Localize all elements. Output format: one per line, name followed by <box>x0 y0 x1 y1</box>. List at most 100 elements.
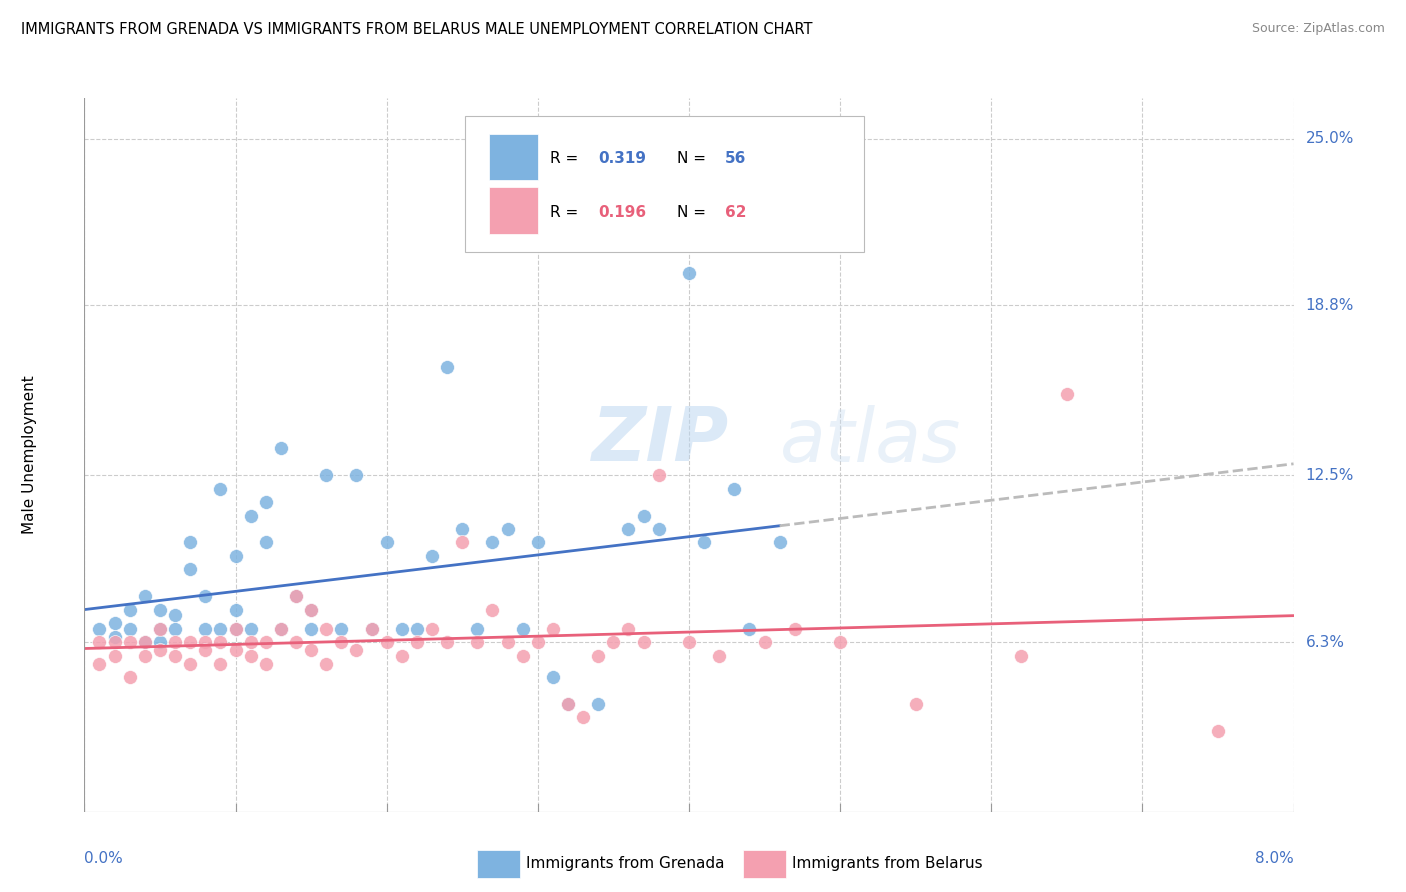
Point <box>541 622 564 636</box>
Bar <box>489 134 538 180</box>
Point <box>375 535 398 549</box>
Point <box>512 648 534 663</box>
Point <box>315 622 337 636</box>
Point <box>572 710 595 724</box>
Point <box>239 508 262 523</box>
Point <box>165 648 187 663</box>
Point <box>1056 387 1078 401</box>
Point <box>254 495 277 509</box>
Point <box>783 622 806 636</box>
Point <box>1011 648 1033 663</box>
Point <box>830 635 852 649</box>
Point <box>678 266 700 280</box>
Point <box>375 635 398 649</box>
Point <box>225 603 247 617</box>
Point <box>678 635 700 649</box>
Point <box>451 522 474 536</box>
Text: Source: ZipAtlas.com: Source: ZipAtlas.com <box>1251 22 1385 36</box>
Point <box>254 657 277 671</box>
Point <box>165 608 187 623</box>
Point <box>723 482 745 496</box>
Point <box>149 622 172 636</box>
Text: N =: N = <box>676 152 710 166</box>
Point <box>330 622 353 636</box>
Point <box>89 635 111 649</box>
Point <box>481 603 503 617</box>
Point <box>284 635 308 649</box>
Point <box>496 635 519 649</box>
Point <box>738 622 761 636</box>
Point <box>481 535 503 549</box>
Point <box>617 622 640 636</box>
Point <box>179 635 201 649</box>
Point <box>1206 723 1229 738</box>
Point <box>194 635 217 649</box>
Point <box>299 603 322 617</box>
Text: 0.319: 0.319 <box>599 152 647 166</box>
Point <box>179 657 201 671</box>
Text: Immigrants from Grenada: Immigrants from Grenada <box>526 856 724 871</box>
Point <box>149 622 172 636</box>
Point <box>179 562 201 576</box>
Point <box>527 635 550 649</box>
Text: 0.196: 0.196 <box>599 205 647 219</box>
Point <box>633 635 655 649</box>
Point <box>647 522 671 536</box>
Point <box>588 648 610 663</box>
Point <box>239 622 262 636</box>
Point <box>270 622 292 636</box>
Text: Immigrants from Belarus: Immigrants from Belarus <box>792 856 983 871</box>
Point <box>588 697 610 711</box>
Point <box>104 648 127 663</box>
Point <box>420 622 443 636</box>
Text: 0.0%: 0.0% <box>84 851 124 866</box>
Point <box>225 622 247 636</box>
Point <box>360 622 382 636</box>
Point <box>709 648 731 663</box>
Point <box>179 535 201 549</box>
Point <box>89 622 111 636</box>
Point <box>451 535 474 549</box>
Point <box>617 522 640 536</box>
Point <box>904 697 927 711</box>
Point <box>436 360 458 375</box>
Point <box>299 643 322 657</box>
Point <box>118 635 141 649</box>
Text: Male Unemployment: Male Unemployment <box>22 376 38 534</box>
Point <box>149 635 172 649</box>
Text: atlas: atlas <box>779 405 962 476</box>
Point <box>315 468 337 483</box>
Point <box>406 635 429 649</box>
Point <box>254 635 277 649</box>
Point <box>346 643 368 657</box>
Point <box>225 643 247 657</box>
Point <box>209 622 232 636</box>
Point <box>754 635 776 649</box>
Point <box>209 482 232 496</box>
Text: 12.5%: 12.5% <box>1306 467 1354 483</box>
Point <box>194 622 217 636</box>
Text: 56: 56 <box>725 152 747 166</box>
Text: N =: N = <box>676 205 710 219</box>
Point <box>693 535 716 549</box>
Text: IMMIGRANTS FROM GRENADA VS IMMIGRANTS FROM BELARUS MALE UNEMPLOYMENT CORRELATION: IMMIGRANTS FROM GRENADA VS IMMIGRANTS FR… <box>21 22 813 37</box>
Point <box>602 635 624 649</box>
Point <box>194 643 217 657</box>
Point <box>270 622 292 636</box>
Point <box>391 648 413 663</box>
Point <box>165 622 187 636</box>
Text: 62: 62 <box>725 205 747 219</box>
Point <box>284 589 308 603</box>
Text: R =: R = <box>550 205 583 219</box>
Point <box>209 657 232 671</box>
Bar <box>489 187 538 234</box>
Point <box>284 589 308 603</box>
Point <box>239 648 262 663</box>
Point <box>391 622 413 636</box>
Point <box>436 635 458 649</box>
Point <box>118 622 141 636</box>
Point <box>254 535 277 549</box>
Point <box>165 635 187 649</box>
Point <box>330 635 353 649</box>
Point <box>557 697 579 711</box>
